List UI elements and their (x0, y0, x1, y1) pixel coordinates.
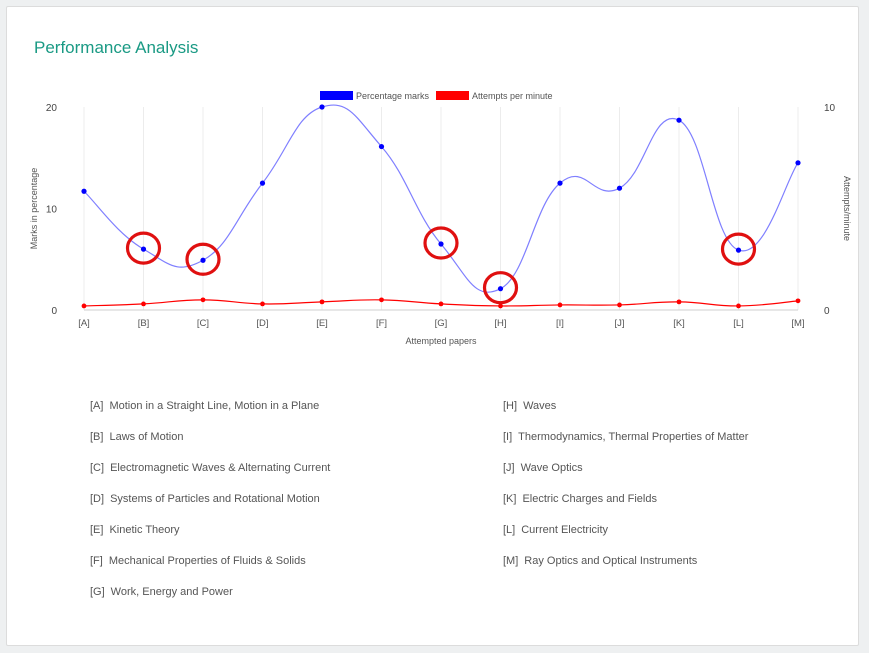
paper-legend-item: [L] Current Electricity (503, 524, 608, 536)
data-point-attempts-l (736, 303, 741, 309)
data-point-marks-c (200, 257, 206, 263)
paper-key: [L] (503, 524, 516, 536)
paper-key: [D] (90, 493, 105, 505)
data-point-marks-i (557, 180, 563, 186)
x-tick-label: [L] (733, 318, 744, 329)
data-point-marks-g (438, 241, 444, 247)
paper-name: Motion in a Straight Line, Motion in a P… (109, 400, 320, 412)
x-tick-label: [G] (435, 318, 448, 329)
data-point-attempts-d (260, 301, 265, 307)
data-point-attempts-a (81, 303, 87, 309)
legend-swatch-percentage-marks (320, 91, 353, 100)
paper-name: Ray Optics and Optical Instruments (524, 555, 698, 567)
data-point-attempts-c (200, 297, 206, 303)
y-tick-label: 20 (46, 103, 58, 114)
paper-key: [I] (503, 431, 513, 443)
paper-legend-item: [E] Kinetic Theory (90, 524, 180, 536)
paper-key: [G] (90, 586, 105, 598)
paper-legend-item: [G] Work, Energy and Power (90, 586, 233, 598)
x-tick-label: [M] (791, 318, 804, 329)
data-point-marks-m (795, 160, 801, 166)
data-point-attempts-g (438, 301, 444, 307)
paper-name: Systems of Particles and Rotational Moti… (110, 493, 320, 505)
y-axis-title: Marks in percentage (29, 168, 39, 250)
data-point-marks-l (735, 247, 742, 253)
x-tick-label: [E] (316, 318, 328, 329)
x-tick-label: [K] (673, 318, 685, 329)
paper-legend-item: [A] Motion in a Straight Line, Motion in … (90, 400, 319, 412)
paper-legend-item: [H] Waves (503, 400, 556, 412)
data-point-marks-e (319, 104, 325, 110)
highlight-circle-h (482, 271, 519, 305)
data-point-marks-h (497, 286, 504, 292)
x-tick-label: [B] (138, 318, 150, 329)
x-tick-label: [A] (78, 318, 90, 329)
paper-key: [K] (503, 493, 517, 505)
x-tick-label: [H] (494, 318, 506, 329)
paper-name: Laws of Motion (109, 431, 184, 443)
data-point-marks-f (378, 143, 385, 150)
paper-name: Electric Charges and Fields (522, 493, 657, 505)
paper-name: Waves (523, 400, 557, 412)
data-point-attempts-j (617, 302, 622, 308)
y-tick-label: 10 (46, 205, 58, 216)
data-point-attempts-m (795, 298, 801, 304)
paper-key: [C] (90, 462, 105, 474)
page-title: Performance Analysis (34, 38, 199, 57)
data-point-attempts-e (319, 299, 325, 305)
paper-legend-item: [M] Ray Optics and Optical Instruments (503, 555, 697, 567)
paper-name: Kinetic Theory (109, 524, 180, 536)
paper-legend-item: [K] Electric Charges and Fields (503, 493, 657, 505)
paper-legend-item: [B] Laws of Motion (90, 431, 183, 443)
data-point-marks-a (81, 188, 87, 194)
y2-tick-label: 10 (824, 103, 836, 114)
x-tick-label: [J] (614, 318, 624, 329)
x-tick-label: [F] (376, 318, 387, 329)
highlight-circle-g (423, 226, 459, 260)
highlight-circle-c (185, 242, 221, 276)
data-point-attempts-b (141, 301, 146, 307)
highlight-circle-l (720, 232, 757, 266)
paper-name: Work, Energy and Power (110, 586, 233, 598)
highlight-circle-b (125, 231, 162, 265)
paper-name: Current Electricity (521, 524, 609, 536)
data-point-attempts-i (557, 302, 563, 308)
data-point-marks-k (676, 117, 682, 123)
paper-name: Electromagnetic Waves & Alternating Curr… (110, 462, 331, 474)
paper-legend-item: [J] Wave Optics (503, 462, 583, 474)
data-point-attempts-f (379, 297, 384, 303)
y2-axis-title: Attempts/minute (842, 176, 852, 241)
paper-key: [B] (90, 431, 104, 443)
paper-key: [M] (503, 555, 519, 567)
x-axis-title: Attempted papers (405, 336, 477, 346)
paper-key: [A] (90, 400, 104, 412)
legend-swatch-attempts-per-minute (436, 91, 469, 100)
paper-key: [E] (90, 524, 104, 536)
x-tick-label: [D] (256, 318, 268, 329)
paper-key: [F] (90, 555, 103, 567)
paper-legend-item: [D] Systems of Particles and Rotational M… (90, 493, 320, 505)
paper-name: Thermodynamics, Thermal Properties of Ma… (518, 431, 749, 443)
paper-name: Wave Optics (520, 462, 583, 474)
y-tick-label: 0 (51, 306, 57, 317)
y2-tick-label: 0 (824, 306, 830, 317)
x-tick-label: [C] (197, 318, 209, 329)
legend-label-percentage-marks: Percentage marks (356, 91, 430, 101)
paper-legend-item: [C] Electromagnetic Waves & Alternating C… (90, 462, 330, 474)
paper-name: Mechanical Properties of Fluids & Solids (108, 555, 306, 567)
data-point-attempts-h (498, 303, 503, 309)
legend-label-attempts-per-minute: Attempts per minute (472, 91, 553, 101)
performance-card: Performance Analysis (6, 6, 859, 646)
paper-legend-item: [I] Thermodynamics, Thermal Properties of… (503, 431, 748, 443)
data-point-marks-d (259, 180, 266, 186)
data-point-attempts-k (676, 299, 682, 305)
paper-key: [J] (503, 462, 515, 474)
paper-key: [H] (503, 400, 518, 412)
paper-legend-item: [F] Mechanical Properties of Fluids & Sol… (90, 555, 306, 567)
x-tick-label: [I] (556, 318, 564, 329)
data-point-marks-j (616, 185, 623, 191)
data-point-marks-b (140, 246, 147, 252)
